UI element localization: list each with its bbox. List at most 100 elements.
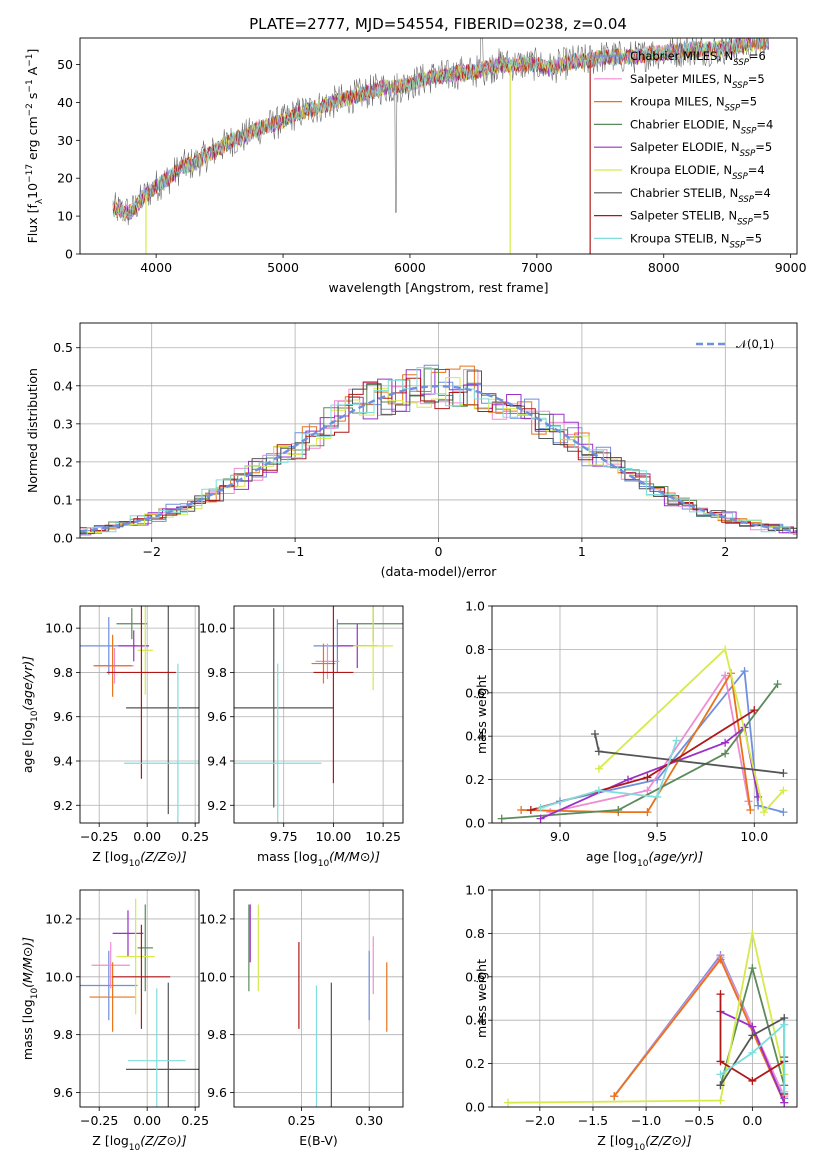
y-tick-label: 0 — [65, 247, 73, 262]
massweight-point — [746, 805, 755, 814]
label-fragment: Normed distribution — [25, 368, 40, 493]
massweight-point — [748, 929, 757, 938]
label-fragment: 10 — [129, 1143, 141, 1153]
massweight-line-kroupa_elodie — [507, 933, 786, 1104]
label-fragment: 10 — [30, 988, 40, 1000]
label-fragment: 10 — [318, 859, 330, 869]
label-fragment: −17 — [25, 164, 35, 183]
massweight-line-kroupa_elodie — [598, 647, 785, 814]
massweight-point — [748, 1076, 757, 1085]
legend-label: Salpeter ELODIE, NSSP=5 — [630, 140, 772, 159]
y-tick-label: 0.5 — [53, 340, 73, 355]
x-tick-label: −1 — [286, 544, 304, 559]
x-axis-label: Z [log10(Z/Z⊙)] — [597, 1133, 692, 1153]
label-fragment: (age/yr)] — [20, 656, 35, 711]
y-tick-label: 1.0 — [465, 883, 485, 898]
x-tick-label: 7000 — [521, 260, 553, 275]
legend-label: Kroupa ELODIE, NSSP=4 — [630, 163, 765, 182]
y-tick-label: 10.0 — [199, 969, 227, 984]
label-fragment: log — [299, 849, 318, 864]
legend-text: =5 — [740, 95, 757, 109]
massweight-point — [754, 801, 763, 810]
massweight-point — [497, 814, 506, 823]
y-tick-label: 9.6 — [53, 709, 73, 724]
label-fragment: log — [110, 1133, 129, 1148]
massweight-point — [594, 764, 603, 773]
legend-subscript: SSP — [738, 195, 754, 205]
axes-age_vs_mass: 9.75 10.00 10.25 9.2 9.4 9.6 9.8 10.0 mass [log1… — [199, 605, 404, 869]
y-tick-label: 0.0 — [465, 816, 485, 831]
massweight-point — [594, 786, 603, 795]
massweight-point — [721, 645, 730, 654]
massweight-point — [716, 1070, 725, 1079]
massweight-point — [721, 749, 730, 758]
label-fragment: wavelength [Angstrom, rest frame] — [328, 280, 548, 295]
massweight-point — [643, 808, 652, 817]
y-tick-label: 1.0 — [465, 599, 485, 614]
y-tick-label: 9.8 — [53, 1027, 73, 1042]
legend-label: Kroupa MILES, NSSP=5 — [630, 95, 757, 114]
x-axis-label: (data-model)/error — [381, 564, 498, 579]
legend-label: Salpeter MILES, NSSP=5 — [630, 72, 765, 91]
x-axis-label: age [log10(age/yr)] — [586, 849, 703, 869]
normal-reference-curve — [80, 385, 797, 533]
massweight-point — [643, 786, 652, 795]
y-tick-label: 0.1 — [53, 492, 73, 507]
histogram-kroupa_stelib — [80, 367, 797, 536]
x-tick-label: 4000 — [140, 260, 172, 275]
legend-label: Chabrier MILES, NSSP=6 — [630, 49, 766, 68]
massweight-line-kroupa_miles — [521, 670, 752, 813]
legend-subscript: SSP — [732, 81, 748, 91]
massweight-point — [740, 667, 749, 676]
y-axis-label: Flux [fλ10−17 erg cm−2 s−1 A−1] — [25, 49, 45, 244]
y-axis-label: mass [log10(M/M⊙)] — [20, 937, 40, 1060]
massweight-point — [716, 990, 725, 999]
axes-frame — [233, 889, 404, 1108]
massweight-line-chabrier_elodie — [501, 683, 779, 820]
x-tick-label: 10.25 — [365, 829, 401, 844]
legend-text: =5 — [745, 231, 762, 245]
x-tick-label: 0.25 — [181, 829, 209, 844]
x-tick-label: −0.5 — [684, 1113, 714, 1128]
legend-text: Salpeter MILES, N — [630, 72, 732, 86]
label-fragment: log — [20, 722, 35, 741]
legend-text: Kroupa MILES, N — [630, 95, 725, 109]
axes-frame — [79, 889, 200, 1108]
label-fragment: 10 — [30, 710, 40, 722]
legend-subscript: SSP — [732, 172, 748, 182]
axes-spectrum: 4000 5000 6000 7000 8000 9000 0 10 20 30 40 50 wavel… — [25, 37, 807, 295]
massweight-point — [594, 747, 603, 756]
y-axis-label: Normed distribution — [25, 368, 40, 493]
massweight-point — [672, 736, 681, 745]
y-tick-label: 0.2 — [465, 1056, 485, 1071]
x-tick-label: −2 — [142, 544, 160, 559]
label-fragment: 10 — [637, 859, 649, 869]
legend-text: =6 — [749, 49, 766, 63]
legend-label: Kroupa STELIB, NSSP=5 — [630, 231, 762, 250]
massweight-point — [610, 1092, 619, 1101]
label-fragment: Z [ — [92, 849, 109, 864]
x-tick-label: 0.00 — [133, 829, 161, 844]
massweight-point — [643, 773, 652, 782]
legend-text: =4 — [756, 117, 773, 131]
x-tick-label: 9.5 — [647, 829, 667, 844]
axes-age_vs_Z: −0.25 0.00 0.259.29.49.69.810.0Z [log10(Z/… — [20, 605, 209, 869]
y-tick-label: 10.2 — [199, 911, 227, 926]
massweight-point — [517, 805, 526, 814]
histogram-salpeter_stelib — [80, 377, 797, 535]
massweight-point — [716, 955, 725, 964]
legend-text: Kroupa ELODIE, N — [630, 163, 732, 177]
massweight-point — [748, 1048, 757, 1057]
label-fragment: log — [20, 999, 35, 1018]
x-tick-label: 1 — [578, 544, 586, 559]
massweight-point — [759, 808, 768, 817]
label-fragment: log — [618, 849, 637, 864]
x-tick-label: 9.0 — [550, 829, 570, 844]
legend-text: Chabrier ELODIE, N — [630, 117, 741, 131]
plot-area-massweight_vs_age — [497, 645, 788, 823]
label-fragment: (Z/Z⊙)] — [645, 1133, 692, 1148]
massweight-point — [780, 1087, 789, 1096]
label-fragment: (Z/Z⊙)] — [140, 1133, 187, 1148]
x-tick-label: 9.75 — [270, 829, 298, 844]
x-tick-label: 0 — [435, 544, 443, 559]
